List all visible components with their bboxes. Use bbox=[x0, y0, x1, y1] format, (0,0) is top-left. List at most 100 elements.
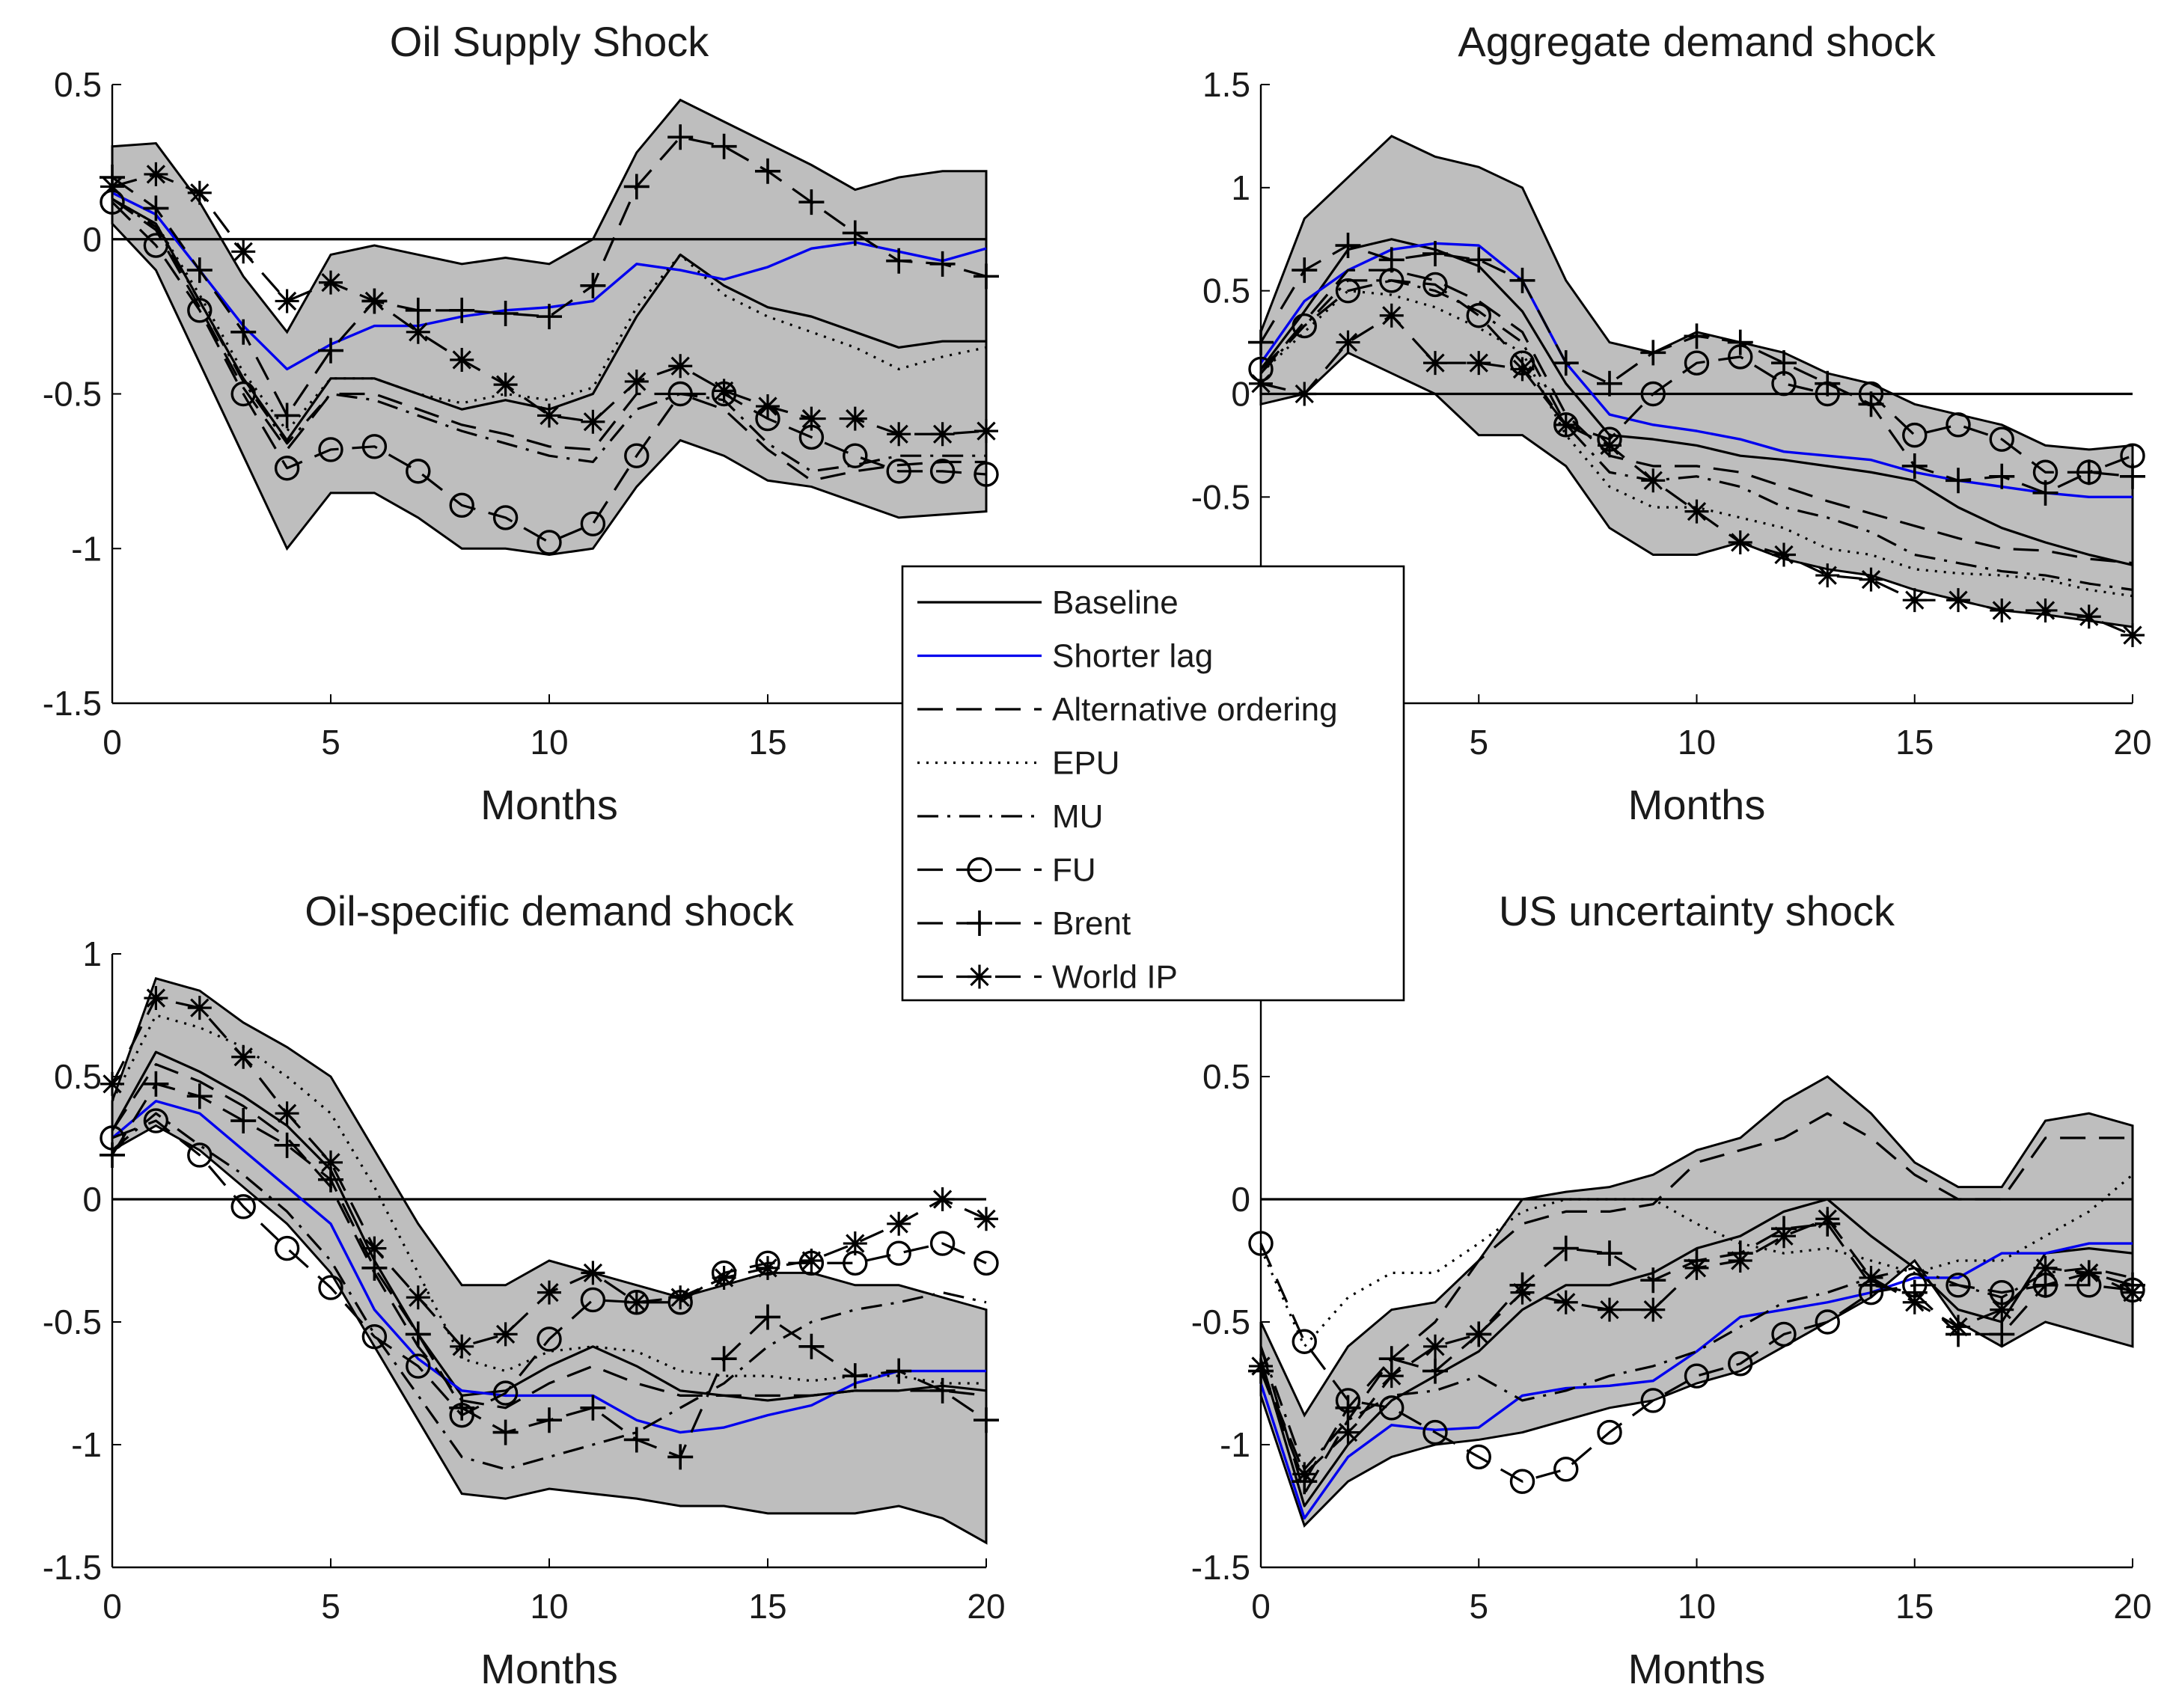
data-point bbox=[362, 1236, 387, 1261]
x-tick-label: 20 bbox=[2113, 723, 2151, 762]
data-point bbox=[712, 379, 736, 403]
series-alternative-ordering bbox=[1259, 1112, 2133, 1496]
data-point bbox=[711, 1346, 737, 1372]
data-point bbox=[2121, 1280, 2145, 1305]
data-point bbox=[230, 1194, 256, 1219]
x-tick-label: 10 bbox=[1678, 1587, 1716, 1626]
data-point bbox=[1466, 1444, 1491, 1470]
y-tick-label: -0.5 bbox=[1191, 477, 1250, 516]
data-point bbox=[798, 189, 825, 215]
data-point bbox=[1598, 433, 1622, 458]
data-point bbox=[1772, 1224, 1796, 1249]
data-point bbox=[1727, 329, 1753, 355]
series-line bbox=[111, 1119, 987, 1417]
data-point bbox=[799, 406, 824, 431]
data-point bbox=[1946, 1314, 1970, 1339]
y-tick-label: -0.5 bbox=[43, 375, 102, 414]
data-point bbox=[275, 289, 299, 313]
legend-label: Baseline bbox=[1052, 584, 1179, 621]
y-tick-label: 1.5 bbox=[1202, 65, 1250, 104]
data-point bbox=[187, 298, 213, 323]
series-line bbox=[111, 198, 986, 482]
data-point bbox=[2120, 463, 2145, 489]
legend-label: EPU bbox=[1052, 745, 1119, 782]
data-point bbox=[186, 257, 213, 284]
y-tick-label: 0 bbox=[82, 1180, 102, 1219]
data-point bbox=[1859, 567, 1883, 592]
x-tick-label: 5 bbox=[1469, 723, 1488, 762]
data-point bbox=[1336, 1420, 1360, 1445]
y-tick-label: 0.5 bbox=[54, 65, 102, 104]
data-point bbox=[711, 133, 737, 159]
data-point bbox=[1902, 588, 1927, 613]
data-point bbox=[623, 174, 650, 200]
data-point bbox=[1815, 1207, 1840, 1231]
data-point bbox=[493, 1322, 518, 1347]
data-point bbox=[581, 1261, 605, 1285]
series-line bbox=[111, 1014, 986, 1385]
data-point bbox=[1728, 530, 1752, 554]
data-point bbox=[1728, 1351, 1753, 1377]
data-point bbox=[1292, 257, 1318, 284]
y-tick-label: 0 bbox=[82, 220, 102, 259]
data-point bbox=[1292, 382, 1317, 406]
data-point bbox=[974, 462, 999, 487]
data-point bbox=[1684, 350, 1710, 376]
confidence-band bbox=[111, 976, 988, 1545]
data-point bbox=[974, 1407, 999, 1433]
data-point bbox=[887, 1211, 911, 1236]
x-tick-label: 5 bbox=[321, 1587, 340, 1626]
data-point bbox=[2076, 604, 2101, 629]
series-line bbox=[111, 1062, 987, 1409]
data-point bbox=[623, 1427, 650, 1453]
data-point bbox=[493, 373, 518, 397]
data-point bbox=[1858, 391, 1884, 417]
data-point bbox=[886, 1240, 911, 1266]
data-point bbox=[406, 1353, 431, 1379]
data-point bbox=[1379, 1364, 1404, 1389]
data-point bbox=[1553, 1457, 1579, 1482]
series-line bbox=[1259, 238, 2133, 566]
x-tick-label: 5 bbox=[1469, 1587, 1488, 1626]
y-tick-label: -1 bbox=[1220, 1425, 1250, 1464]
data-point bbox=[449, 297, 475, 323]
series-shorter-lag bbox=[111, 1100, 986, 1434]
series-line bbox=[1259, 279, 2133, 474]
y-tick-label: -1.5 bbox=[1191, 1548, 1250, 1587]
y-tick-label: 0 bbox=[1231, 375, 1250, 414]
x-axis-label: Months bbox=[480, 781, 618, 828]
data-point bbox=[1640, 381, 1666, 407]
data-point bbox=[230, 319, 257, 345]
y-tick-label: -1.5 bbox=[43, 684, 102, 723]
data-point bbox=[319, 1150, 343, 1175]
legend-label: Alternative ordering bbox=[1052, 691, 1338, 728]
x-tick-label: 15 bbox=[1895, 723, 1934, 762]
data-point bbox=[405, 1321, 431, 1347]
data-point bbox=[450, 1334, 474, 1359]
data-point bbox=[1684, 1255, 1709, 1280]
data-point bbox=[187, 996, 212, 1020]
data-point bbox=[1684, 323, 1710, 349]
data-point bbox=[1989, 463, 2015, 489]
data-point bbox=[2076, 459, 2102, 486]
data-point bbox=[1378, 247, 1405, 273]
legend-marker bbox=[967, 857, 992, 883]
series-world-ip bbox=[100, 986, 998, 1359]
series-brent bbox=[100, 1071, 999, 1470]
data-point bbox=[1990, 1297, 2014, 1322]
data-point bbox=[1946, 468, 1971, 494]
data-point bbox=[756, 1255, 780, 1280]
data-point bbox=[1509, 1469, 1535, 1494]
data-point bbox=[1509, 267, 1535, 293]
data-point bbox=[667, 124, 694, 150]
data-point bbox=[1553, 1290, 1578, 1314]
data-point bbox=[1553, 350, 1579, 376]
series-brent bbox=[100, 124, 999, 429]
data-point bbox=[143, 195, 169, 221]
x-tick-label: 5 bbox=[321, 723, 340, 762]
data-point bbox=[1553, 412, 1578, 437]
legend-label: FU bbox=[1052, 852, 1096, 889]
data-point bbox=[1422, 272, 1448, 298]
data-point bbox=[1990, 598, 2014, 622]
